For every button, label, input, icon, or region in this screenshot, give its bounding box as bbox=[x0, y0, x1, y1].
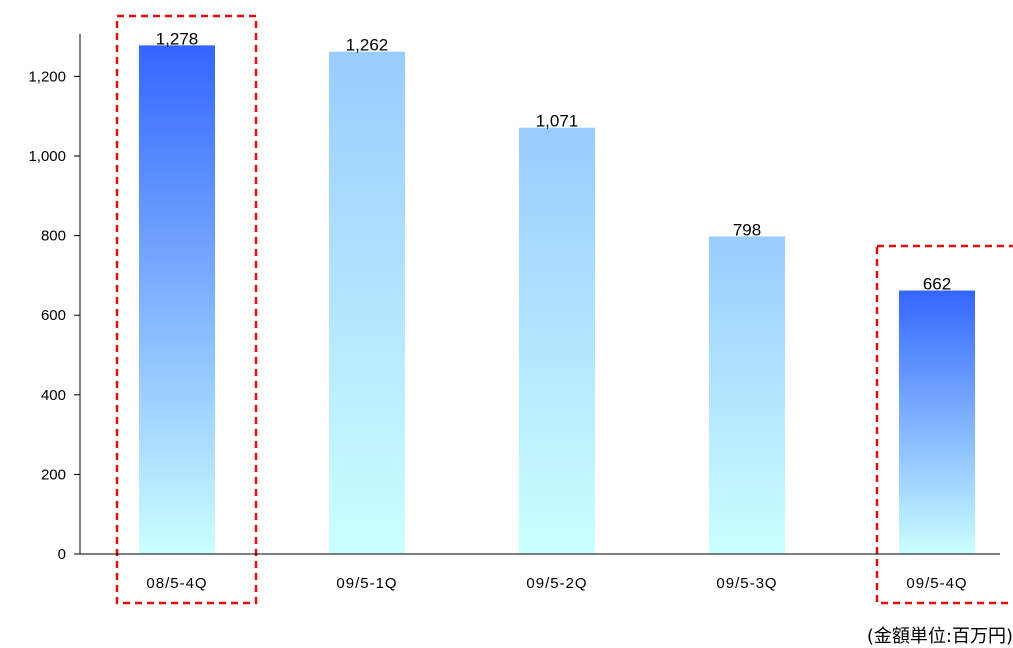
bars bbox=[139, 45, 975, 555]
highlight-box bbox=[875, 244, 1013, 605]
y-tick-label: 600 bbox=[41, 307, 66, 324]
y-tick-label: 1,200 bbox=[28, 68, 66, 85]
highlight-box bbox=[115, 14, 258, 605]
bar bbox=[329, 51, 405, 554]
y-ticks: 0 200 400 600 800 1,000 1,200 bbox=[28, 68, 80, 563]
x-tick-label: 09/5-2Q bbox=[526, 575, 587, 592]
x-tick-label: 09/5-4Q bbox=[906, 575, 967, 592]
y-tick-label: 800 bbox=[41, 228, 66, 245]
unit-note: (金額単位:百万円) bbox=[866, 626, 1013, 647]
bar bbox=[899, 290, 975, 554]
axes bbox=[79, 34, 1000, 555]
x-labels: 08/5-4Q 09/5-1Q 09/5-2Q 09/5-3Q 09/5-4Q bbox=[146, 575, 967, 592]
data-label: 1,262 bbox=[346, 36, 389, 55]
x-tick-label: 08/5-4Q bbox=[146, 575, 207, 592]
bar bbox=[139, 45, 215, 555]
bar bbox=[709, 236, 785, 554]
y-tick-label: 1,000 bbox=[28, 148, 66, 165]
y-tick-label: 0 bbox=[58, 546, 66, 563]
bar bbox=[519, 127, 595, 554]
data-label: 662 bbox=[923, 275, 951, 294]
data-label: 1,071 bbox=[536, 112, 579, 131]
highlight-boxes bbox=[115, 14, 1013, 605]
y-tick-label: 400 bbox=[41, 387, 66, 404]
data-label: 798 bbox=[733, 220, 761, 239]
x-tick-label: 09/5-3Q bbox=[716, 575, 777, 592]
data-labels: 1,278 1,262 1,071 798 662 bbox=[156, 29, 951, 293]
data-label: 1,278 bbox=[156, 29, 199, 48]
y-tick-label: 200 bbox=[41, 466, 66, 483]
x-tick-label: 09/5-1Q bbox=[336, 575, 397, 592]
